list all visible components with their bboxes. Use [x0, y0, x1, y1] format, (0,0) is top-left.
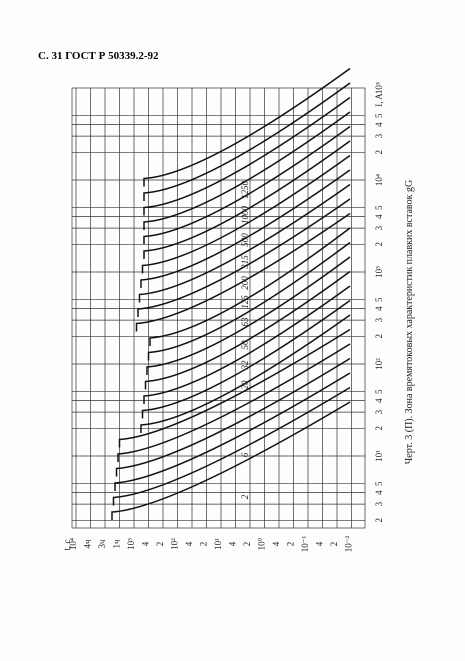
current-tick-label: 4: [374, 398, 384, 403]
curve: [147, 241, 351, 361]
curve: [140, 314, 351, 433]
curve-label: 6: [240, 452, 250, 457]
time-tick-label: 4: [271, 541, 281, 546]
current-tick-label: 10¹: [374, 450, 384, 462]
frame: [71, 87, 366, 529]
time-tick-label: 10³: [126, 538, 136, 550]
current-tick-label: 10⁵: [374, 82, 384, 94]
current-tick-label: 3: [374, 133, 384, 138]
curve-label: 32: [240, 360, 250, 371]
curve: [149, 227, 351, 346]
curve: [137, 198, 351, 317]
curve: [112, 386, 351, 506]
current-tick-label: 2: [374, 518, 384, 523]
time-tick-label: 2: [329, 542, 339, 547]
curve-label: 20: [240, 380, 250, 390]
curve: [143, 111, 351, 230]
current-tick-label: 5: [374, 389, 384, 394]
curve: [114, 372, 351, 491]
time-tick-label: 2: [286, 542, 296, 547]
curve-label: 50: [240, 340, 250, 350]
current-tick-label: 10²: [374, 358, 384, 370]
time-tick-label: 4: [184, 541, 194, 546]
time-tick-label: 4: [315, 541, 325, 546]
time-tick-label: 10¹: [213, 538, 223, 550]
curve-label: 63: [240, 317, 250, 327]
time-tick-label: 1ч: [112, 539, 122, 549]
time-tick-label: 4: [141, 541, 151, 546]
current-tick-label: 10⁴: [374, 174, 384, 186]
curve-label: 1250: [240, 181, 250, 200]
current-tick-label: 2: [374, 242, 384, 247]
current-tick-label: 3: [374, 317, 384, 322]
curve-label: 1000: [240, 206, 250, 225]
current-tick-label: 2: [374, 150, 384, 155]
curve: [144, 270, 351, 390]
curve: [143, 82, 351, 201]
current-tick-label: 5: [374, 205, 384, 210]
time-tick-label: 10⁴: [68, 538, 78, 550]
current-tick-label: 5: [374, 481, 384, 486]
current-tick-label: 10³: [374, 266, 384, 278]
curve: [117, 343, 351, 462]
current-tick-label: 2: [374, 426, 384, 431]
current-tick-label: 4: [374, 214, 384, 219]
curve: [141, 154, 351, 274]
time-tick-label: 3ч: [97, 539, 107, 549]
caption: Черт. 3 (П). Зона времятоковых характери…: [404, 180, 415, 464]
time-tick-label: 4ч: [83, 539, 93, 549]
current-tick-label: 3: [374, 501, 384, 506]
current-tick-label: 4: [374, 122, 384, 127]
curve-label: 2: [240, 494, 250, 499]
curve: [135, 212, 351, 332]
time-tick-label: 10⁻²: [344, 535, 354, 552]
current-axis-label: I, A: [374, 93, 384, 107]
curve: [111, 401, 351, 520]
curve: [140, 169, 351, 288]
curve: [143, 285, 351, 404]
curve: [143, 140, 351, 259]
curve: [118, 328, 351, 448]
current-tick-label: 5: [374, 297, 384, 302]
current-tick-label: 4: [374, 306, 384, 311]
curve-label: 500: [240, 233, 250, 247]
current-tick-label: 3: [374, 225, 384, 230]
time-tick-label: 2: [199, 542, 209, 547]
current-tick-label: 5: [374, 113, 384, 118]
curve: [115, 357, 351, 477]
current-tick-label: 4: [374, 490, 384, 495]
curve-label: 315: [240, 255, 250, 270]
current-tick-label: 2: [374, 334, 384, 339]
curve: [143, 125, 351, 245]
time-tick-label: 10⁻¹: [300, 535, 310, 552]
header: С. 31 ГОСТ Р 50339.2-92: [38, 50, 159, 62]
time-axis-label: t, c: [62, 539, 72, 550]
curve: [146, 256, 351, 375]
time-tick-label: 10²: [170, 538, 180, 550]
curve: [138, 183, 351, 303]
current-tick-label: 3: [374, 409, 384, 414]
curve-label: 125: [240, 295, 250, 309]
curve-label: 200: [240, 276, 250, 290]
time-tick-label: 2: [242, 542, 252, 547]
curve: [143, 96, 351, 216]
time-tick-label: 2: [155, 542, 165, 547]
time-tick-label: 4: [228, 541, 238, 546]
curve: [143, 67, 351, 187]
time-tick-label: 10⁰: [257, 537, 267, 550]
curve: [141, 299, 351, 419]
